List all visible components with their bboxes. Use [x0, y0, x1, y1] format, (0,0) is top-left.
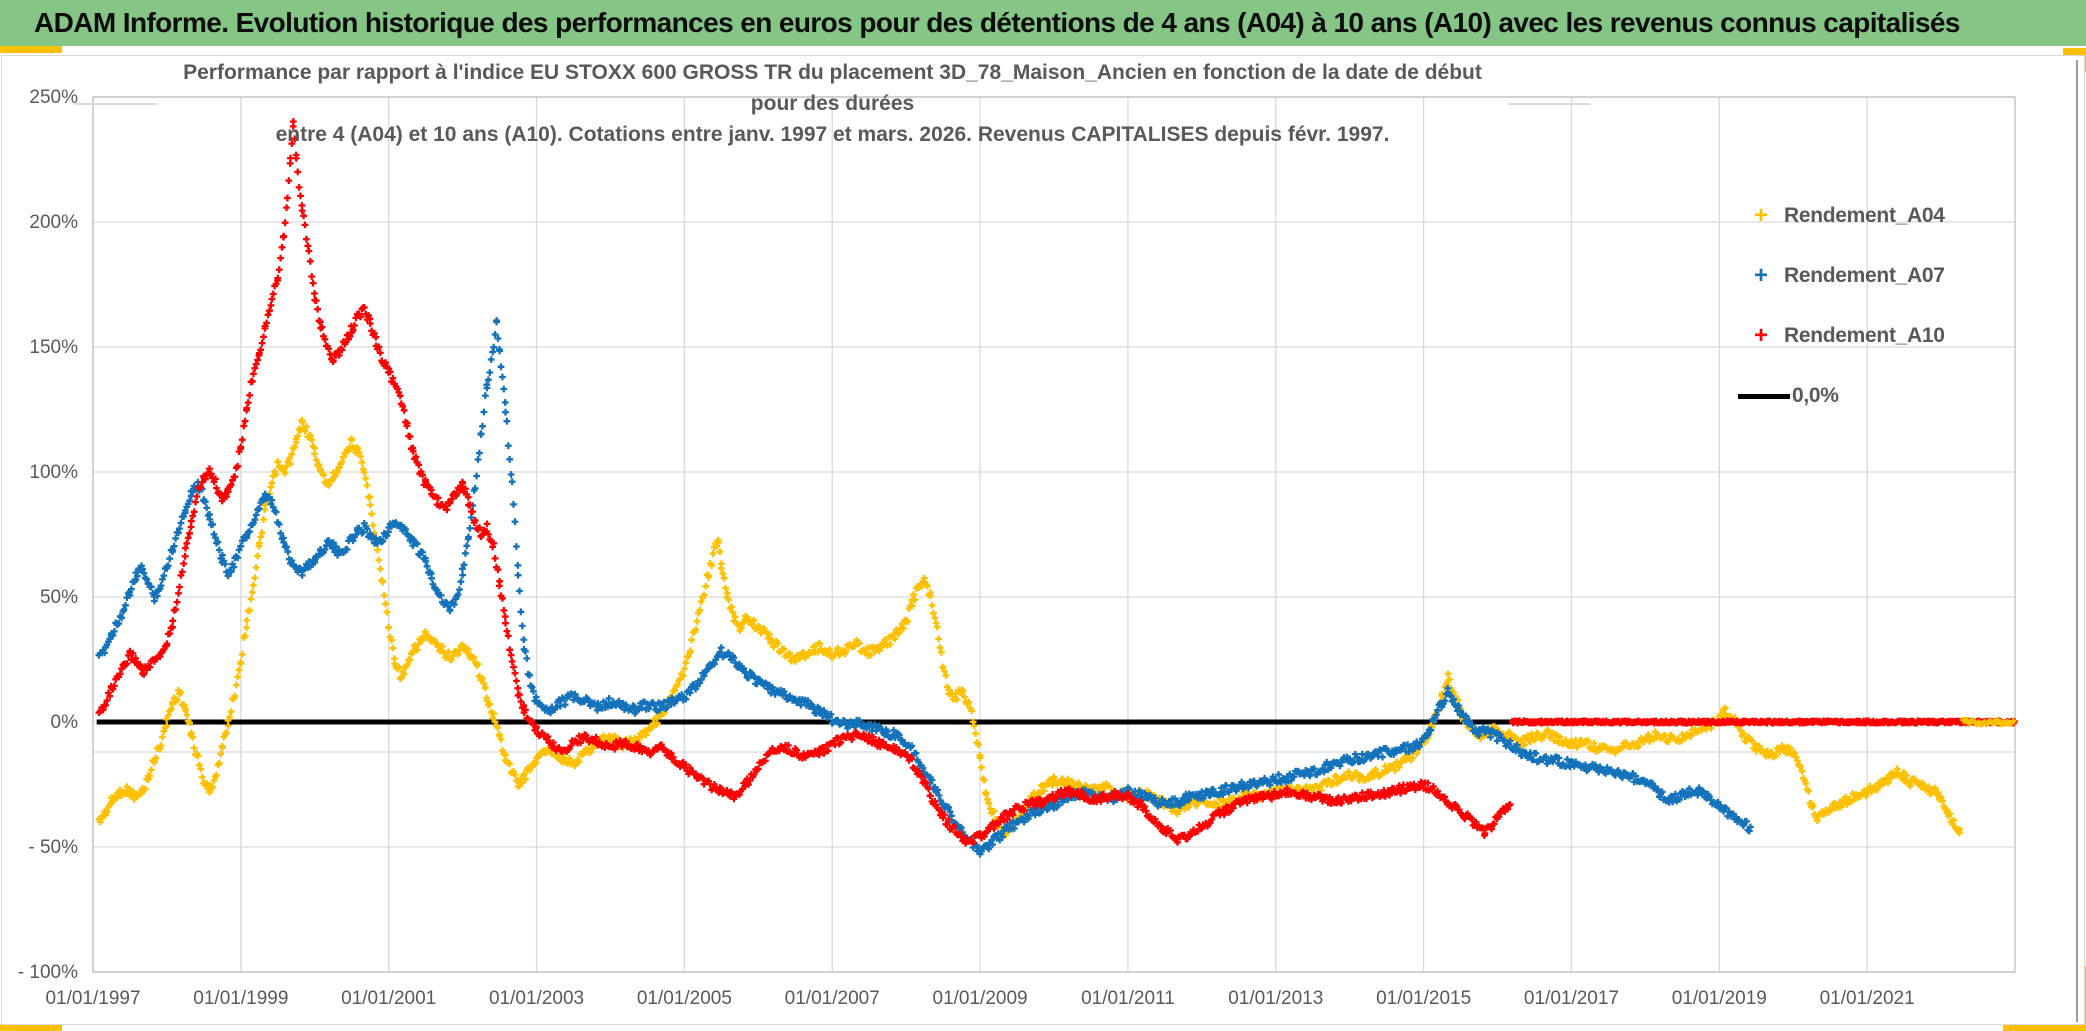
y-axis-tick-label: - 50%: [28, 837, 78, 858]
plus-marker-icon: +: [1753, 322, 1768, 349]
x-axis-tick-label: 01/01/2001: [341, 988, 436, 1009]
x-axis-tick-label: 01/01/2019: [1672, 988, 1767, 1009]
series-rendement-a04-flat[interactable]: [1959, 716, 2017, 728]
y-axis-tick-label: - 100%: [18, 962, 78, 983]
plot-border: [92, 96, 2016, 973]
y-axis-tick-label: 250%: [29, 87, 78, 108]
zero-line-marker-icon: [1738, 393, 1790, 399]
y-axis-tick-label: 200%: [29, 212, 78, 233]
x-axis-tick-label: 01/01/2017: [1524, 988, 1619, 1009]
legend-item-rendement-a07[interactable]: + Rendement_A07: [1738, 246, 1945, 306]
chart-legend: + Rendement_A04 + Rendement_A07 + Rendem…: [1738, 186, 1945, 426]
legend-label: Rendement_A10: [1784, 324, 1945, 347]
x-axis-tick-label: 01/01/2005: [637, 988, 732, 1009]
sheet-accent-bottom-left: [0, 1024, 62, 1031]
header-title: ADAM Informe. Evolution historique des p…: [34, 7, 1960, 38]
x-axis-tick-label: 01/01/2021: [1820, 988, 1915, 1009]
x-axis-tick-label: 01/01/2013: [1228, 988, 1323, 1009]
x-axis-tick-label: 01/01/2007: [785, 988, 880, 1009]
legend-item-zero-line[interactable]: 0,0%: [1738, 366, 1945, 426]
x-axis-tick-label: 01/01/2003: [489, 988, 584, 1009]
sheet-accent-top-left: [0, 46, 62, 53]
chart-title-block: Performance par rapport à l'indice EU ST…: [75, 57, 1590, 150]
legend-item-rendement-a04[interactable]: + Rendement_A04: [1738, 186, 1945, 246]
series-rendement-a10[interactable]: [95, 118, 2018, 847]
legend-item-rendement-a10[interactable]: + Rendement_A10: [1738, 306, 1945, 366]
legend-label: 0,0%: [1792, 384, 1839, 407]
y-axis-tick-label: 0%: [51, 712, 79, 733]
header-banner: ADAM Informe. Evolution historique des p…: [0, 0, 2086, 46]
plus-marker-icon: +: [1753, 202, 1768, 229]
x-axis-tick-label: 01/01/2015: [1376, 988, 1471, 1009]
y-axis-tick-label: 150%: [29, 337, 78, 358]
y-axis-tick-label: 50%: [40, 587, 78, 608]
sheet-accent-bottom-right-horizontal: [2003, 1024, 2086, 1031]
legend-label: Rendement_A07: [1784, 264, 1945, 287]
chart-title-line2: entre 4 (A04) et 10 ans (A10). Cotations…: [275, 123, 1390, 146]
x-axis-tick-label: 01/01/2011: [1081, 988, 1175, 1009]
legend-label: Rendement_A04: [1784, 204, 1945, 227]
x-axis-tick-label: 01/01/1999: [193, 988, 288, 1009]
series-rendement-a07[interactable]: [95, 317, 1754, 858]
y-axis-tick-label: 100%: [29, 462, 78, 483]
series-rendement-a04[interactable]: [95, 416, 1964, 839]
chart-title-line1: Performance par rapport à l'indice EU ST…: [183, 61, 1482, 115]
x-axis-tick-label: 01/01/1997: [45, 988, 140, 1009]
x-axis-tick-label: 01/01/2009: [933, 988, 1028, 1009]
plus-marker-icon: +: [1753, 262, 1768, 289]
